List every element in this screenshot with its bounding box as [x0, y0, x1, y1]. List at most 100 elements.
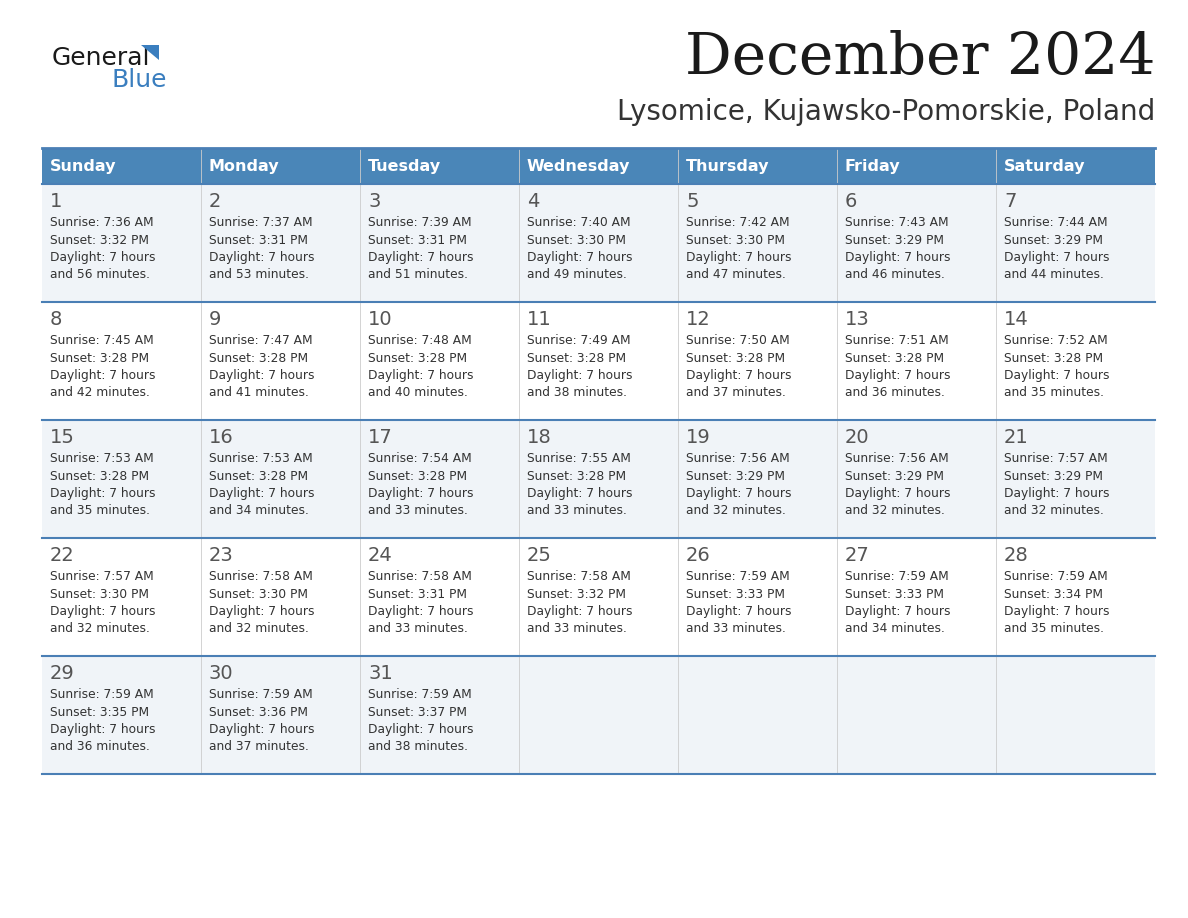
Text: Daylight: 7 hours: Daylight: 7 hours — [845, 487, 950, 500]
Text: and 33 minutes.: and 33 minutes. — [368, 622, 468, 635]
Text: and 36 minutes.: and 36 minutes. — [845, 386, 944, 399]
Bar — [42, 420, 201, 538]
Bar — [201, 656, 360, 774]
Text: Sunrise: 7:59 AM: Sunrise: 7:59 AM — [368, 688, 472, 701]
Text: Sunday: Sunday — [50, 159, 116, 174]
Text: Daylight: 7 hours: Daylight: 7 hours — [685, 487, 791, 500]
Text: Sunrise: 7:57 AM: Sunrise: 7:57 AM — [1004, 452, 1107, 465]
Bar — [996, 302, 1155, 420]
Text: Sunrise: 7:59 AM: Sunrise: 7:59 AM — [209, 688, 312, 701]
Text: Daylight: 7 hours: Daylight: 7 hours — [209, 723, 315, 736]
Text: Sunset: 3:31 PM: Sunset: 3:31 PM — [209, 233, 308, 247]
Bar — [519, 184, 678, 302]
Text: Sunset: 3:28 PM: Sunset: 3:28 PM — [845, 352, 944, 364]
Text: Sunset: 3:28 PM: Sunset: 3:28 PM — [209, 352, 308, 364]
Text: Sunrise: 7:36 AM: Sunrise: 7:36 AM — [50, 216, 153, 229]
Text: Daylight: 7 hours: Daylight: 7 hours — [50, 369, 156, 382]
Bar — [201, 538, 360, 656]
Text: Sunrise: 7:55 AM: Sunrise: 7:55 AM — [527, 452, 631, 465]
Text: and 47 minutes.: and 47 minutes. — [685, 268, 786, 282]
Bar — [519, 148, 678, 184]
Text: Sunrise: 7:58 AM: Sunrise: 7:58 AM — [527, 570, 631, 583]
Bar — [678, 420, 838, 538]
Text: Sunrise: 7:53 AM: Sunrise: 7:53 AM — [209, 452, 312, 465]
Text: and 41 minutes.: and 41 minutes. — [209, 386, 309, 399]
Text: Sunset: 3:30 PM: Sunset: 3:30 PM — [527, 233, 626, 247]
Text: Sunrise: 7:56 AM: Sunrise: 7:56 AM — [845, 452, 949, 465]
Text: Sunrise: 7:39 AM: Sunrise: 7:39 AM — [368, 216, 472, 229]
Text: and 38 minutes.: and 38 minutes. — [368, 741, 468, 754]
Text: Tuesday: Tuesday — [368, 159, 441, 174]
Bar — [838, 420, 996, 538]
Text: Sunset: 3:29 PM: Sunset: 3:29 PM — [1004, 233, 1102, 247]
Text: Sunrise: 7:40 AM: Sunrise: 7:40 AM — [527, 216, 631, 229]
Text: 3: 3 — [368, 192, 380, 211]
Bar — [678, 656, 838, 774]
Text: 28: 28 — [1004, 546, 1029, 565]
Text: Daylight: 7 hours: Daylight: 7 hours — [50, 723, 156, 736]
Bar — [519, 538, 678, 656]
Text: 22: 22 — [50, 546, 75, 565]
Text: 7: 7 — [1004, 192, 1017, 211]
Bar — [201, 148, 360, 184]
Text: and 33 minutes.: and 33 minutes. — [527, 622, 627, 635]
Text: Sunrise: 7:56 AM: Sunrise: 7:56 AM — [685, 452, 790, 465]
Text: Sunrise: 7:57 AM: Sunrise: 7:57 AM — [50, 570, 153, 583]
Bar — [42, 656, 201, 774]
Bar — [360, 302, 519, 420]
Bar — [42, 538, 201, 656]
Bar — [42, 184, 201, 302]
Text: Daylight: 7 hours: Daylight: 7 hours — [1004, 251, 1110, 264]
Text: Daylight: 7 hours: Daylight: 7 hours — [1004, 487, 1110, 500]
Text: Sunrise: 7:48 AM: Sunrise: 7:48 AM — [368, 334, 472, 347]
Text: Daylight: 7 hours: Daylight: 7 hours — [50, 251, 156, 264]
Text: Daylight: 7 hours: Daylight: 7 hours — [845, 369, 950, 382]
Text: Lysomice, Kujawsko-Pomorskie, Poland: Lysomice, Kujawsko-Pomorskie, Poland — [617, 98, 1155, 126]
Text: and 51 minutes.: and 51 minutes. — [368, 268, 468, 282]
Text: and 40 minutes.: and 40 minutes. — [368, 386, 468, 399]
Text: Sunset: 3:34 PM: Sunset: 3:34 PM — [1004, 588, 1102, 600]
Text: 16: 16 — [209, 428, 234, 447]
Text: 8: 8 — [50, 310, 63, 329]
Text: Daylight: 7 hours: Daylight: 7 hours — [1004, 369, 1110, 382]
Bar — [838, 538, 996, 656]
Bar — [42, 148, 201, 184]
Text: Friday: Friday — [845, 159, 901, 174]
Text: 31: 31 — [368, 664, 393, 683]
Text: Sunrise: 7:42 AM: Sunrise: 7:42 AM — [685, 216, 790, 229]
Bar — [996, 656, 1155, 774]
Text: Sunrise: 7:43 AM: Sunrise: 7:43 AM — [845, 216, 949, 229]
Text: Sunrise: 7:58 AM: Sunrise: 7:58 AM — [209, 570, 312, 583]
Bar — [42, 302, 201, 420]
Text: Sunset: 3:28 PM: Sunset: 3:28 PM — [50, 352, 150, 364]
Text: Sunrise: 7:59 AM: Sunrise: 7:59 AM — [685, 570, 790, 583]
Text: Sunset: 3:35 PM: Sunset: 3:35 PM — [50, 706, 150, 719]
Text: Sunset: 3:37 PM: Sunset: 3:37 PM — [368, 706, 467, 719]
Text: 2: 2 — [209, 192, 221, 211]
Text: 24: 24 — [368, 546, 393, 565]
Text: Sunset: 3:30 PM: Sunset: 3:30 PM — [685, 233, 785, 247]
Text: Sunset: 3:32 PM: Sunset: 3:32 PM — [50, 233, 148, 247]
Text: Sunset: 3:28 PM: Sunset: 3:28 PM — [50, 469, 150, 483]
Text: Sunrise: 7:51 AM: Sunrise: 7:51 AM — [845, 334, 949, 347]
Text: 25: 25 — [527, 546, 552, 565]
Text: Sunrise: 7:37 AM: Sunrise: 7:37 AM — [209, 216, 312, 229]
Bar — [519, 420, 678, 538]
Text: Sunrise: 7:58 AM: Sunrise: 7:58 AM — [368, 570, 472, 583]
Text: 13: 13 — [845, 310, 870, 329]
Bar — [201, 184, 360, 302]
Text: Sunset: 3:32 PM: Sunset: 3:32 PM — [527, 588, 626, 600]
Text: 14: 14 — [1004, 310, 1029, 329]
Text: 12: 12 — [685, 310, 710, 329]
Text: Sunrise: 7:54 AM: Sunrise: 7:54 AM — [368, 452, 472, 465]
Text: Blue: Blue — [112, 68, 168, 92]
Text: Sunrise: 7:53 AM: Sunrise: 7:53 AM — [50, 452, 153, 465]
Bar — [360, 420, 519, 538]
Text: Sunrise: 7:59 AM: Sunrise: 7:59 AM — [845, 570, 949, 583]
Bar — [360, 148, 519, 184]
Text: Sunset: 3:28 PM: Sunset: 3:28 PM — [685, 352, 785, 364]
Text: and 33 minutes.: and 33 minutes. — [685, 622, 786, 635]
Text: 27: 27 — [845, 546, 870, 565]
Text: Sunset: 3:29 PM: Sunset: 3:29 PM — [845, 233, 944, 247]
Text: Daylight: 7 hours: Daylight: 7 hours — [50, 605, 156, 618]
